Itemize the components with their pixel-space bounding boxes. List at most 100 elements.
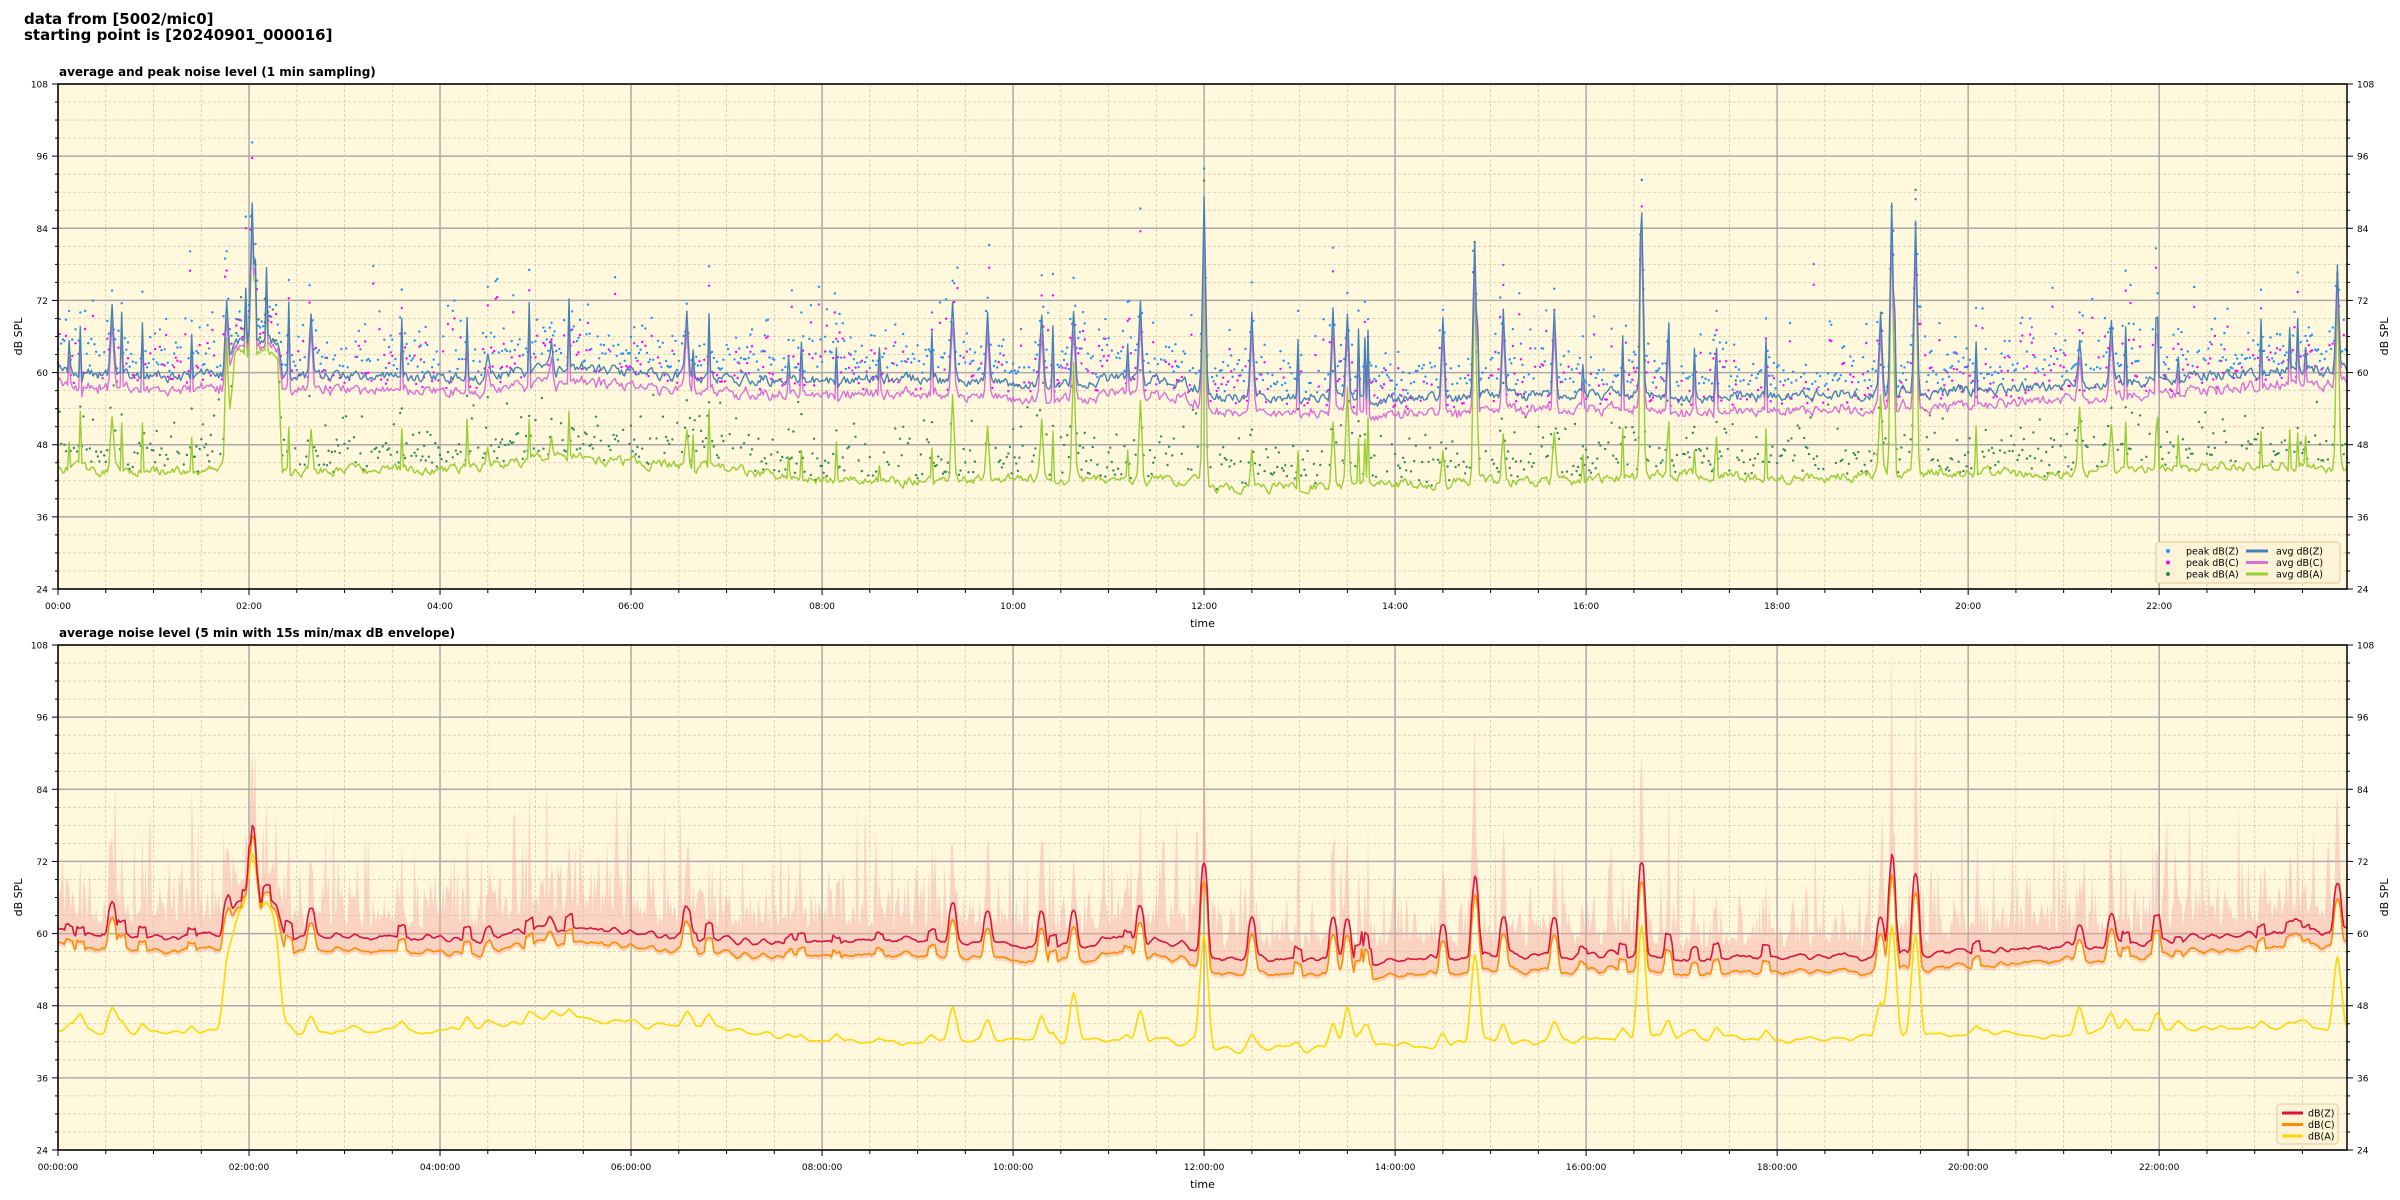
peak-dot-peakdbz [1662, 379, 1666, 383]
peak-dot-peakdbz [1008, 371, 1012, 374]
peak-dot-peakdbz [852, 358, 856, 361]
peak-dot-peakdbz [739, 356, 743, 360]
peak-dot-peakdbz [1172, 370, 1176, 373]
peak-dot-peakdba [1793, 454, 1796, 457]
peak-dot-peakdbc [510, 356, 513, 359]
peak-dot-peakdbc [1745, 398, 1749, 401]
peak-dot-peakdbc [1374, 379, 1378, 383]
peak-dot-peakdbz [1874, 369, 1878, 372]
peak-dot-peakdbc [1164, 360, 1168, 364]
peak-dot-peakdba [2234, 460, 2237, 463]
peak-dot-peakdbz [2271, 357, 2274, 360]
peak-dot-peakdbz [817, 285, 821, 288]
peak-dot-peakdbz [270, 315, 273, 318]
peak-dot-peakdbz [1086, 352, 1090, 355]
peak-dot-peakdba [1250, 428, 1254, 431]
peak-dot-peakdba [472, 404, 475, 407]
peak-dot-peakdbz [149, 335, 152, 339]
peak-dot-peakdbz [2181, 353, 2185, 357]
peak-dot-peakdbz [2310, 333, 2314, 336]
peak-dot-peakdbz [633, 326, 636, 329]
peak-dot-peakdbc [459, 336, 462, 339]
peak-dot-peakdbc [372, 282, 375, 285]
peak-dot-peakdba [1736, 456, 1739, 459]
peak-dot-peakdbc [1627, 373, 1631, 376]
peak-dot-peakdbc [383, 353, 386, 357]
peak-dot-peakdbz [161, 363, 165, 366]
peak-dot-peakdba [389, 453, 392, 456]
peak-dot-peakdbc [508, 366, 512, 369]
peak-dot-peakdbz [1737, 368, 1741, 371]
peak-dot-peakdbc [1336, 380, 1340, 383]
peak-dot-peakdbc [715, 374, 719, 377]
peak-dot-peakdba [1896, 471, 1900, 474]
x-tick-label: 10:00 [1000, 602, 1026, 612]
peak-dot-peakdbz [2309, 334, 2312, 338]
peak-dot-peakdba [1826, 403, 1830, 406]
peak-dot-peakdbc [1655, 386, 1658, 389]
peak-dot-peakdbz [1707, 379, 1710, 382]
peak-dot-peakdbz [1242, 379, 1246, 383]
peak-dot-peakdbc [153, 347, 157, 351]
peak-dot-peakdbz [715, 360, 719, 363]
peak-dot-peakdba [860, 469, 864, 473]
peak-dot-peakdbz [618, 362, 622, 365]
peak-dot-peakdbz [1529, 328, 1532, 331]
peak-dot-peakdbz [2236, 357, 2239, 360]
peak-dot-peakdbc [781, 384, 784, 387]
peak-dot-peakdbc [1951, 379, 1954, 382]
peak-dot-peakdba [1432, 458, 1435, 461]
peak-dot-peakdba [138, 441, 141, 445]
y-tick-label-right: 84 [2357, 225, 2369, 235]
peak-dot-peakdba [1564, 427, 1567, 431]
peak-dot-peakdbz [158, 328, 162, 331]
peak-dot-peakdbz [478, 360, 481, 363]
peak-dot-peakdba [1440, 441, 1443, 444]
peak-dot-peakdbz [2267, 344, 2271, 347]
peak-dot-peakdba [1196, 445, 1199, 448]
peak-dot-peakdbz [840, 356, 843, 359]
peak-dot-peakdbz [128, 365, 131, 368]
peak-dot-peakdbc [2043, 373, 2046, 377]
peak-dot-peakdba [2013, 443, 2016, 446]
peak-dot-peakdbz [2197, 349, 2201, 352]
peak-dot-peakdbz [906, 357, 910, 361]
peak-dot-peakdba [457, 443, 461, 446]
peak-dot-peakdbc [2310, 349, 2314, 352]
peak-dot-peakdba [1686, 451, 1690, 454]
peak-dot-peakdbz [644, 327, 647, 330]
peak-dot-peakdba [1405, 469, 1408, 472]
peak-dot-peakdbc [2064, 354, 2067, 357]
peak-dot-peakdba [507, 443, 510, 446]
peak-dot-peakdba [459, 450, 462, 454]
peak-dot-peakdbz [2054, 332, 2057, 335]
peak-dot-peakdbz [1632, 350, 1636, 354]
peak-dot-peakdbz [260, 320, 263, 323]
peak-dot-peakdba [344, 415, 348, 418]
peak-dot-peakdba [427, 455, 431, 458]
peak-dot-peakdba [1417, 479, 1421, 482]
peak-dot-peakdbc [2177, 342, 2180, 346]
peak-dot-peakdbc [274, 312, 278, 316]
peak-dot-peakdbz [1366, 318, 1370, 321]
peak-dot-peakdbz [1931, 369, 1935, 373]
peak-dot-peakdbz [422, 361, 426, 364]
peak-dot-peakdba [405, 442, 408, 445]
peak-dot-peakdbz [1506, 373, 1510, 377]
peak-dot-peakdba [964, 461, 967, 464]
peak-dot-peakdba [155, 429, 158, 433]
peak-dot-peakdba [591, 447, 594, 450]
peak-dot-peakdbz [239, 319, 243, 322]
peak-dot-peakdbz [1019, 327, 1023, 331]
peak-dot-peakdba [1265, 448, 1268, 451]
peak-dot-peakdbz [984, 309, 988, 313]
peak-dot-peakdba [1720, 455, 1723, 458]
peak-dot-peakdba [2095, 465, 2099, 468]
peak-dot-peakdbz [360, 359, 364, 362]
peak-dot-peakdbz [1788, 321, 1792, 325]
peak-dot-peakdbc [1144, 389, 1147, 392]
peak-dot-peakdbz [1077, 336, 1080, 340]
peak-dot-peakdbc [1000, 363, 1004, 366]
peak-dot-peakdba [1744, 472, 1747, 475]
peak-dot-peakdbz [1764, 317, 1768, 320]
